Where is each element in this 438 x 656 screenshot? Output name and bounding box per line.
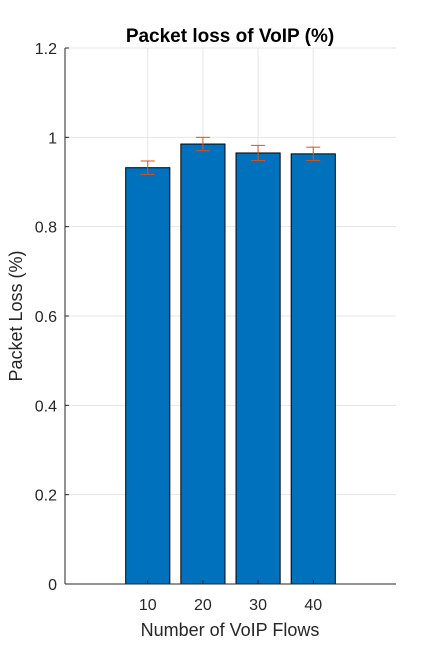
tick-labels: 0 0.2 0.4 0.6 0.8 1 1.2 10 20 30 40 [35,41,323,614]
x-tick-label-30: 30 [249,597,267,614]
axes [64,47,396,585]
error-bar-20 [195,136,210,152]
error-bar-10 [140,160,155,175]
y-axis-label: Packet Loss (%) [6,250,26,381]
bars [125,143,336,585]
x-tick-label-40: 40 [304,597,322,614]
bar-40 [290,153,336,585]
x-tick-label-20: 20 [194,597,212,614]
error-bars [140,136,321,175]
y-tick-label: 0.2 [35,488,57,505]
bar-10 [125,167,171,585]
x-axis-label: Number of VoIP Flows [141,620,320,640]
y-tick-label: 0.6 [35,309,57,326]
bar-30 [235,152,281,585]
error-bar-40 [306,146,321,162]
y-tick-label: 1 [48,130,57,147]
y-tick-label: 0 [48,577,57,594]
chart-title: Packet loss of VoIP (%) [126,26,334,47]
y-tick-label: 0.8 [35,220,57,237]
y-tick-label: 1.2 [35,41,57,58]
x-tick-label-10: 10 [139,597,157,614]
bar-20 [180,143,226,585]
error-bar-30 [251,144,266,162]
y-tick-label: 0.4 [35,398,57,415]
